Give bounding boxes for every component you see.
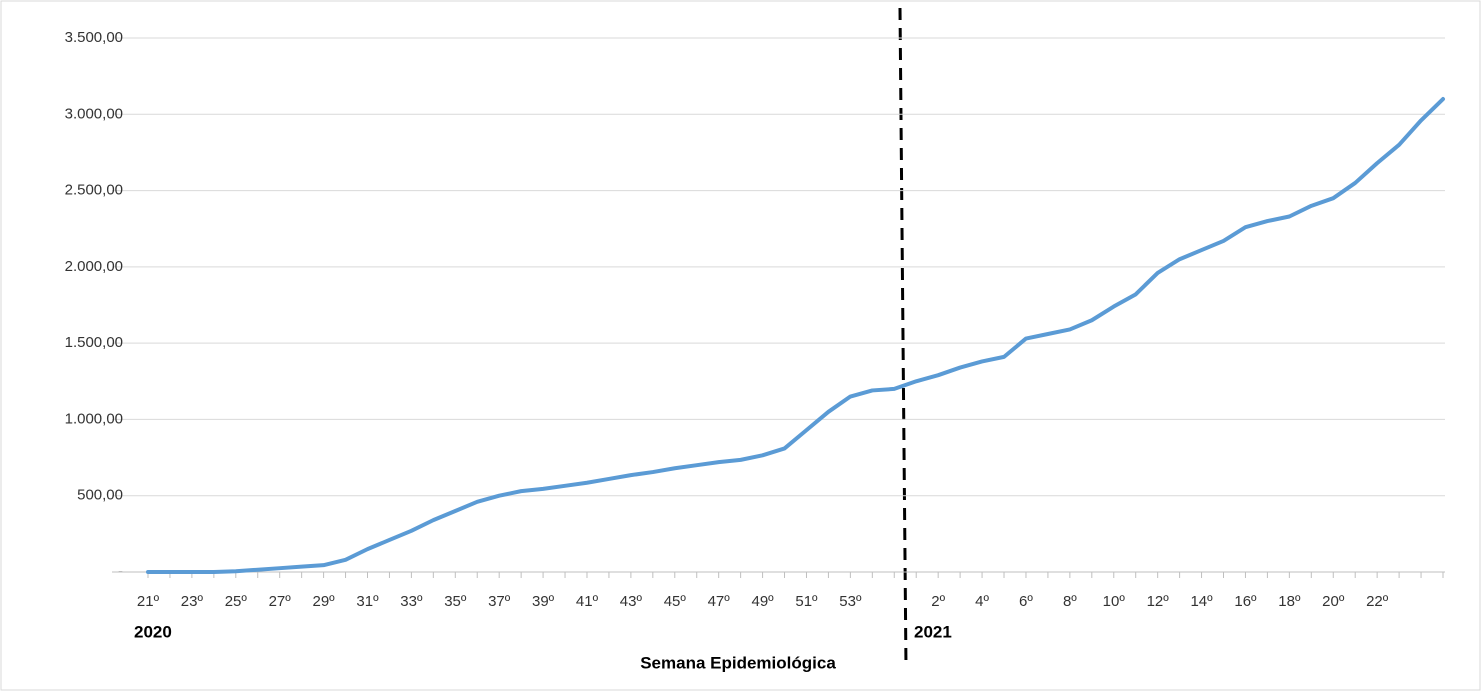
x-tick-label: 35º <box>444 593 467 610</box>
x-tick-label: 16º <box>1234 593 1257 610</box>
y-tick-label: 2.000,00 <box>65 258 123 275</box>
year-label: 2021 <box>914 622 952 641</box>
x-tick-label: 10º <box>1103 593 1126 610</box>
series-line <box>146 97 1445 574</box>
x-tick-label: 6º <box>1019 593 1033 610</box>
x-tick-label: 51º <box>795 593 818 610</box>
y-tick-label: - <box>118 563 123 580</box>
x-tick-label: 33º <box>400 593 423 610</box>
x-tick-label: 41º <box>576 593 599 610</box>
y-tick-label: 3.000,00 <box>65 105 123 122</box>
y-tick-label: 1.500,00 <box>65 334 123 351</box>
y-tick-label: 3.500,00 <box>65 29 123 46</box>
x-tick-label: 20º <box>1322 593 1345 610</box>
x-tick-label: 23º <box>181 593 204 610</box>
x-tick-label: 27º <box>269 593 292 610</box>
year-divider <box>898 7 908 669</box>
x-tick-label: 2º <box>931 593 945 610</box>
y-tick-label: 500,00 <box>77 487 123 504</box>
x-tick-label: 43º <box>620 593 643 610</box>
x-tick-label: 14º <box>1190 593 1213 610</box>
x-axis-title: Semana Epidemiológica <box>640 653 836 672</box>
x-tick-label: 8º <box>1063 593 1077 610</box>
x-tick-label: 49º <box>751 593 774 610</box>
x-tick-label: 22º <box>1366 593 1389 610</box>
x-tick-label: 39º <box>532 593 555 610</box>
x-tick-label: 47º <box>708 593 731 610</box>
x-tick-label: 53º <box>839 593 862 610</box>
x-tick-label: 12º <box>1147 593 1170 610</box>
y-tick-label: 2.500,00 <box>65 182 123 199</box>
x-tick-label: 4º <box>975 593 989 610</box>
x-tick-label: 29º <box>313 593 336 610</box>
x-tick-label: 25º <box>225 593 248 610</box>
x-tick-label: 45º <box>664 593 687 610</box>
x-tick-label: 18º <box>1278 593 1301 610</box>
year-label: 2020 <box>134 622 172 641</box>
x-tick-label: 21º <box>137 593 160 610</box>
x-tick-label: 37º <box>488 593 511 610</box>
x-tick-label: 31º <box>356 593 379 610</box>
y-tick-label: 1.000,00 <box>65 410 123 427</box>
